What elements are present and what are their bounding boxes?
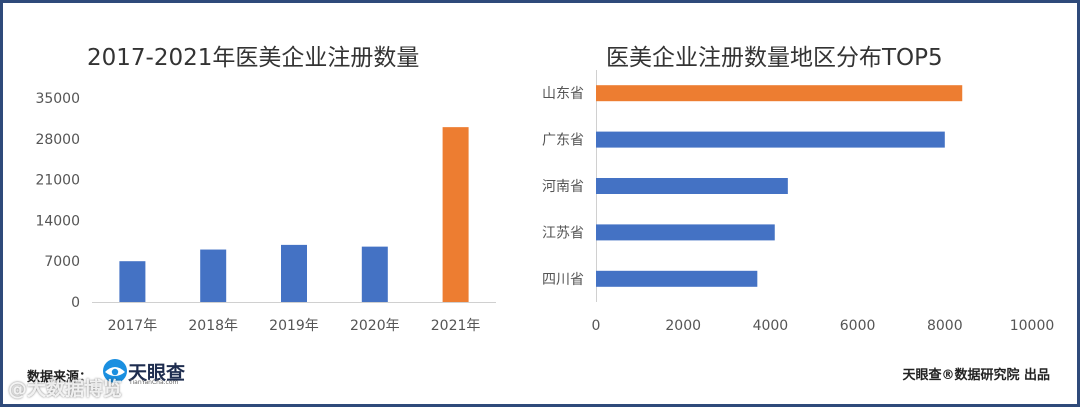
y-tick-label: 35000 xyxy=(35,91,80,107)
data-source-label: 数据来源： xyxy=(27,370,93,385)
credit-text: 天眼查®数据研究院 出品 xyxy=(902,368,1050,383)
x-tick-label: 2017年 xyxy=(108,318,158,334)
logo-subtext: TianYanCha.com xyxy=(129,379,179,386)
y-tick-label: 0 xyxy=(71,295,80,311)
x-tick-label: 2020年 xyxy=(350,318,400,334)
x-tick-label: 4000 xyxy=(753,318,789,334)
chart-title-regions: 医美企业注册数量地区分布TOP5 xyxy=(606,45,943,71)
bar-2020年 xyxy=(361,246,388,302)
tianyancha-logo: 天眼查 TianYanCha.com xyxy=(102,356,192,386)
x-tick-label: 2019年 xyxy=(269,318,319,334)
x-tick-label: 8000 xyxy=(927,318,963,334)
bar-2018年 xyxy=(200,249,227,302)
x-tick-label: 2021年 xyxy=(431,318,481,334)
x-tick-label: 2000 xyxy=(665,318,701,334)
y-tick-label: 28000 xyxy=(35,132,80,148)
bar-江苏省 xyxy=(596,224,775,241)
x-tick-label: 2018年 xyxy=(188,318,238,334)
watermark-text: @大数据博览 xyxy=(8,378,123,400)
x-tick-label: 6000 xyxy=(840,318,876,334)
bar-四川省 xyxy=(596,270,758,287)
x-tick-label: 10000 xyxy=(1010,318,1055,334)
y-tick-label: 河南省 xyxy=(542,179,584,195)
bar-2019年 xyxy=(281,244,307,302)
bar-山东省 xyxy=(596,85,963,102)
bar-2017年 xyxy=(119,261,146,302)
y-tick-label: 21000 xyxy=(35,173,80,189)
x-tick-label: 0 xyxy=(592,318,601,334)
logo-text: 天眼查 xyxy=(128,362,186,384)
y-tick-label: 7000 xyxy=(44,254,80,270)
y-tick-label: 山东省 xyxy=(542,86,584,102)
y-tick-label: 四川省 xyxy=(542,272,584,288)
y-tick-label: 江苏省 xyxy=(542,225,584,241)
chart-title-registrations: 2017-2021年医美企业注册数量 xyxy=(87,45,420,71)
bar-广东省 xyxy=(596,131,945,148)
bar-2021年 xyxy=(442,127,469,303)
y-tick-label: 14000 xyxy=(35,213,80,229)
eye-logo-icon xyxy=(103,359,127,383)
bar-河南省 xyxy=(596,178,788,194)
y-tick-label: 广东省 xyxy=(542,133,584,149)
